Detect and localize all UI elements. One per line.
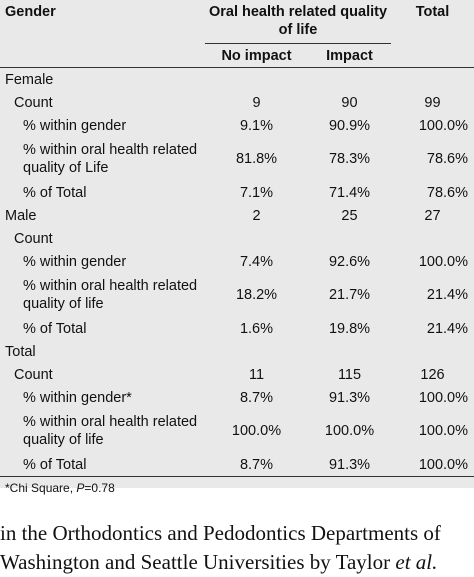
header-blank — [0, 43, 205, 68]
cell-impact: 90.9% — [328, 117, 371, 134]
table-row: % within oral health related quality of … — [0, 273, 474, 317]
group-row-total: Total — [0, 340, 474, 363]
cell-impact: 100.0% — [324, 423, 375, 439]
cell-impact: 115 — [337, 366, 362, 383]
cell-no-impact: 9 — [252, 94, 261, 111]
body-line: in the Orthodontics and Pedodontics Depa… — [0, 521, 441, 545]
group-row-female: Female — [0, 68, 474, 92]
cell-impact: 90 — [341, 94, 358, 111]
footnote-suffix: =0.78 — [84, 481, 115, 495]
table-row: % within gender* 8.7% 91.3% 100.0% — [0, 386, 474, 409]
cell-no-impact: 7.1% — [239, 184, 274, 201]
table-row: Count — [0, 227, 474, 250]
cell-total: 21.4% — [426, 287, 468, 303]
cell-no-impact: 18.2% — [235, 287, 278, 303]
cell-no-impact: 8.7% — [239, 456, 274, 473]
footnote-prefix: *Chi Square, — [5, 481, 77, 495]
crosstab-table: Gender Oral health related quality of li… — [0, 4, 474, 499]
body-line-italic: et al. — [395, 550, 438, 574]
cell-no-impact: 9.1% — [239, 117, 274, 134]
row-label: Count — [14, 230, 53, 247]
row-label: Count — [14, 94, 53, 111]
cell-impact: 25 — [341, 207, 358, 224]
cell-impact: 92.6% — [328, 253, 371, 270]
cell-total: 78.6% — [426, 151, 468, 167]
cell-impact: 91.3% — [328, 389, 371, 406]
row-label: % of Total — [23, 320, 87, 337]
group-row-male: Male 2 25 27 — [0, 204, 474, 227]
table-row: % within oral health related quality of … — [0, 137, 474, 181]
cell-impact: 91.3% — [328, 456, 371, 473]
header-ohrql: Oral health related quality of life — [208, 4, 388, 38]
row-label: % within oral health related quality of … — [23, 278, 198, 312]
table-footnote: *Chi Square, P=0.78 — [0, 476, 474, 499]
body-line-text: Washington and Seattle Universities by T… — [0, 550, 396, 574]
table-row: % of Total 8.7% 91.3% 100.0% — [0, 453, 474, 477]
group-label: Male — [5, 207, 37, 224]
cell-total: 21.4% — [426, 320, 468, 337]
row-label: Count — [14, 366, 53, 383]
table-row: Count 11 115 126 — [0, 363, 474, 386]
cell-no-impact: 1.6% — [239, 320, 274, 337]
row-label: % within oral health related quality of … — [23, 142, 198, 176]
row-label: % within gender* — [23, 389, 132, 406]
table-row: % of Total 7.1% 71.4% 78.6% — [0, 181, 474, 204]
group-label: Total — [5, 343, 36, 360]
group-label: Female — [5, 71, 54, 88]
cell-no-impact: 11 — [248, 366, 265, 383]
crosstab-table-panel: Gender Oral health related quality of li… — [0, 0, 474, 499]
cell-total: 100.0% — [418, 117, 468, 134]
header-blank — [391, 43, 474, 68]
header-total: Total — [415, 4, 450, 20]
cell-impact: 71.4% — [328, 184, 371, 201]
cell-no-impact: 81.8% — [235, 151, 278, 167]
table-row: % within gender 9.1% 90.9% 100.0% — [0, 114, 474, 137]
body-text: in the Orthodontics and Pedodontics Depa… — [0, 519, 474, 577]
cell-total: 100.0% — [418, 456, 468, 473]
row-label: % within gender — [23, 253, 127, 270]
row-label: % within gender — [23, 117, 127, 134]
row-label: % within oral health related quality of … — [23, 414, 198, 448]
cell-total: 100.0% — [418, 423, 468, 439]
cell-total: 99 — [424, 94, 441, 111]
table-footnote-row: *Chi Square, P=0.78 — [0, 476, 474, 499]
table-row: % of Total 1.6% 19.8% 21.4% — [0, 317, 474, 340]
cell-impact: 21.7% — [328, 287, 371, 303]
header-no-impact: No impact — [205, 43, 308, 68]
cell-no-impact: 100.0% — [231, 423, 282, 439]
cell-total: 78.6% — [426, 184, 468, 201]
row-label: % of Total — [23, 456, 87, 473]
header-impact: Impact — [308, 43, 391, 68]
cell-total: 100.0% — [418, 253, 468, 270]
cell-total: 27 — [424, 207, 441, 224]
body-line: Washington and Seattle Universities by T… — [0, 548, 474, 577]
table-row: % within oral health related quality of … — [0, 409, 474, 453]
cell-no-impact: 8.7% — [239, 389, 274, 406]
table-row: % within gender 7.4% 92.6% 100.0% — [0, 250, 474, 273]
cell-no-impact: 2 — [252, 207, 261, 224]
footnote-p: P — [76, 481, 85, 495]
row-label: % of Total — [23, 184, 87, 201]
header-gender: Gender — [5, 4, 56, 20]
table-row: Count 9 90 99 — [0, 91, 474, 114]
cell-impact: 78.3% — [328, 151, 371, 167]
cell-no-impact: 7.4% — [239, 253, 274, 270]
cell-impact: 19.8% — [328, 320, 371, 337]
cell-total: 126 — [420, 366, 445, 383]
cell-total: 100.0% — [418, 389, 468, 406]
